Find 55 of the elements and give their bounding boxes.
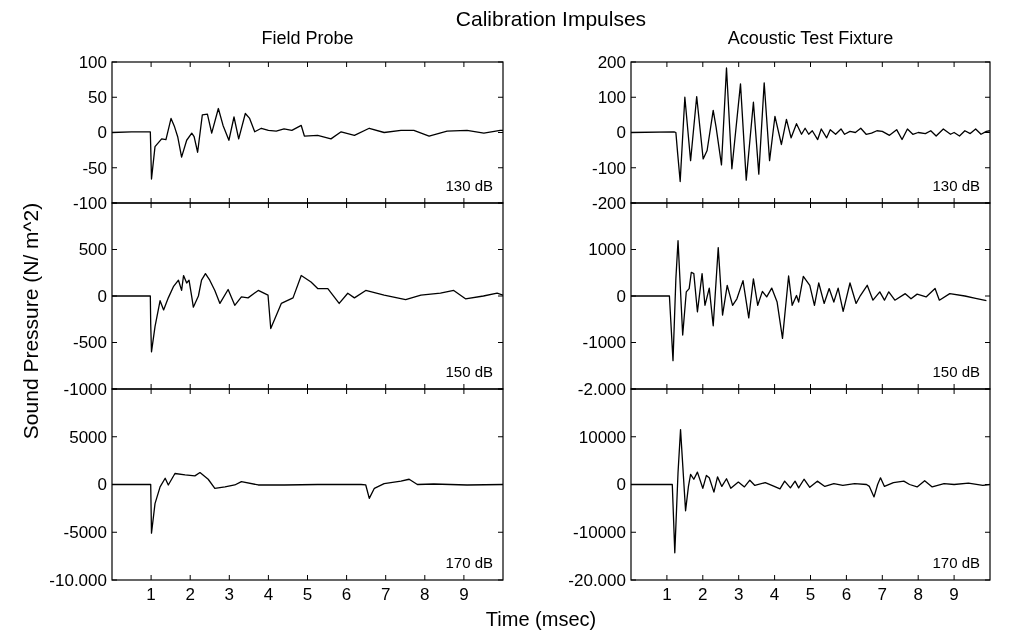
x-tick-label: 3	[224, 585, 235, 604]
y-tick-label: -100	[72, 193, 107, 213]
annotation: 170 dB	[932, 554, 980, 571]
y-tick-label: -5000	[63, 523, 107, 543]
y-tick-label: 50	[88, 88, 107, 108]
x-tick-label: 1	[146, 585, 156, 604]
y-tick-label: -1000	[582, 333, 626, 353]
y-tick-label: 0	[97, 475, 107, 495]
x-tick-label: 7	[877, 585, 888, 604]
x-axis-title: Time (msec)	[485, 608, 597, 630]
y-tick-label: 0	[97, 123, 107, 143]
x-tick-label: 4	[263, 585, 274, 604]
x-tick-label: 8	[913, 585, 923, 604]
y-tick-label: 0	[616, 475, 626, 495]
y-axis-title: Sound Pressure (N/ m^2)	[19, 202, 42, 440]
y-tick-label: -100	[591, 158, 626, 178]
y-tick-label: 5000	[69, 427, 107, 447]
y-tick-label: 0	[97, 286, 107, 306]
y-tick-label: -50	[82, 158, 107, 178]
x-tick-label: 4	[769, 585, 780, 604]
x-tick-label: 5	[302, 585, 313, 604]
x-tick-label: 3	[733, 585, 744, 604]
x-tick-label: 9	[949, 585, 959, 604]
y-tick-label: -1000	[63, 379, 107, 399]
x-tick-label: 8	[420, 585, 430, 604]
y-tick-label: 10000	[578, 427, 626, 447]
y-tick-label: 200	[597, 52, 626, 72]
y-tick-label: 500	[78, 240, 107, 260]
y-tick-label: 100	[597, 88, 626, 108]
chart-subtitle: Acoustic Test Fixture	[727, 28, 894, 48]
x-tick-label: 5	[805, 585, 816, 604]
annotation: 130 dB	[445, 177, 493, 194]
x-tick-label: 9	[459, 585, 469, 604]
y-tick-label: -200	[591, 193, 626, 213]
x-tick-label: 1	[662, 585, 672, 604]
y-tick-label: -10.000	[49, 570, 107, 590]
x-tick-label: 2	[185, 585, 195, 604]
annotation: 130 dB	[932, 177, 980, 194]
annotation: 150 dB	[932, 363, 980, 380]
y-tick-label: 100	[78, 52, 107, 72]
y-tick-label: -2.000	[577, 379, 626, 399]
chart-subtitle: Field Probe	[261, 28, 354, 48]
x-tick-label: 2	[698, 585, 708, 604]
y-tick-label: 0	[616, 286, 626, 306]
y-tick-label: 0	[616, 123, 626, 143]
x-tick-label: 7	[380, 585, 391, 604]
y-tick-label: 1000	[588, 240, 626, 260]
y-tick-label: -10000	[573, 523, 626, 543]
annotation: 150 dB	[445, 363, 493, 380]
annotation: 170 dB	[445, 554, 493, 571]
text: Calibration Impulses	[455, 7, 647, 30]
y-tick-label: -500	[72, 333, 107, 353]
x-tick-label: 6	[841, 585, 852, 604]
y-tick-label: -20.000	[568, 570, 626, 590]
x-tick-label: 6	[341, 585, 352, 604]
